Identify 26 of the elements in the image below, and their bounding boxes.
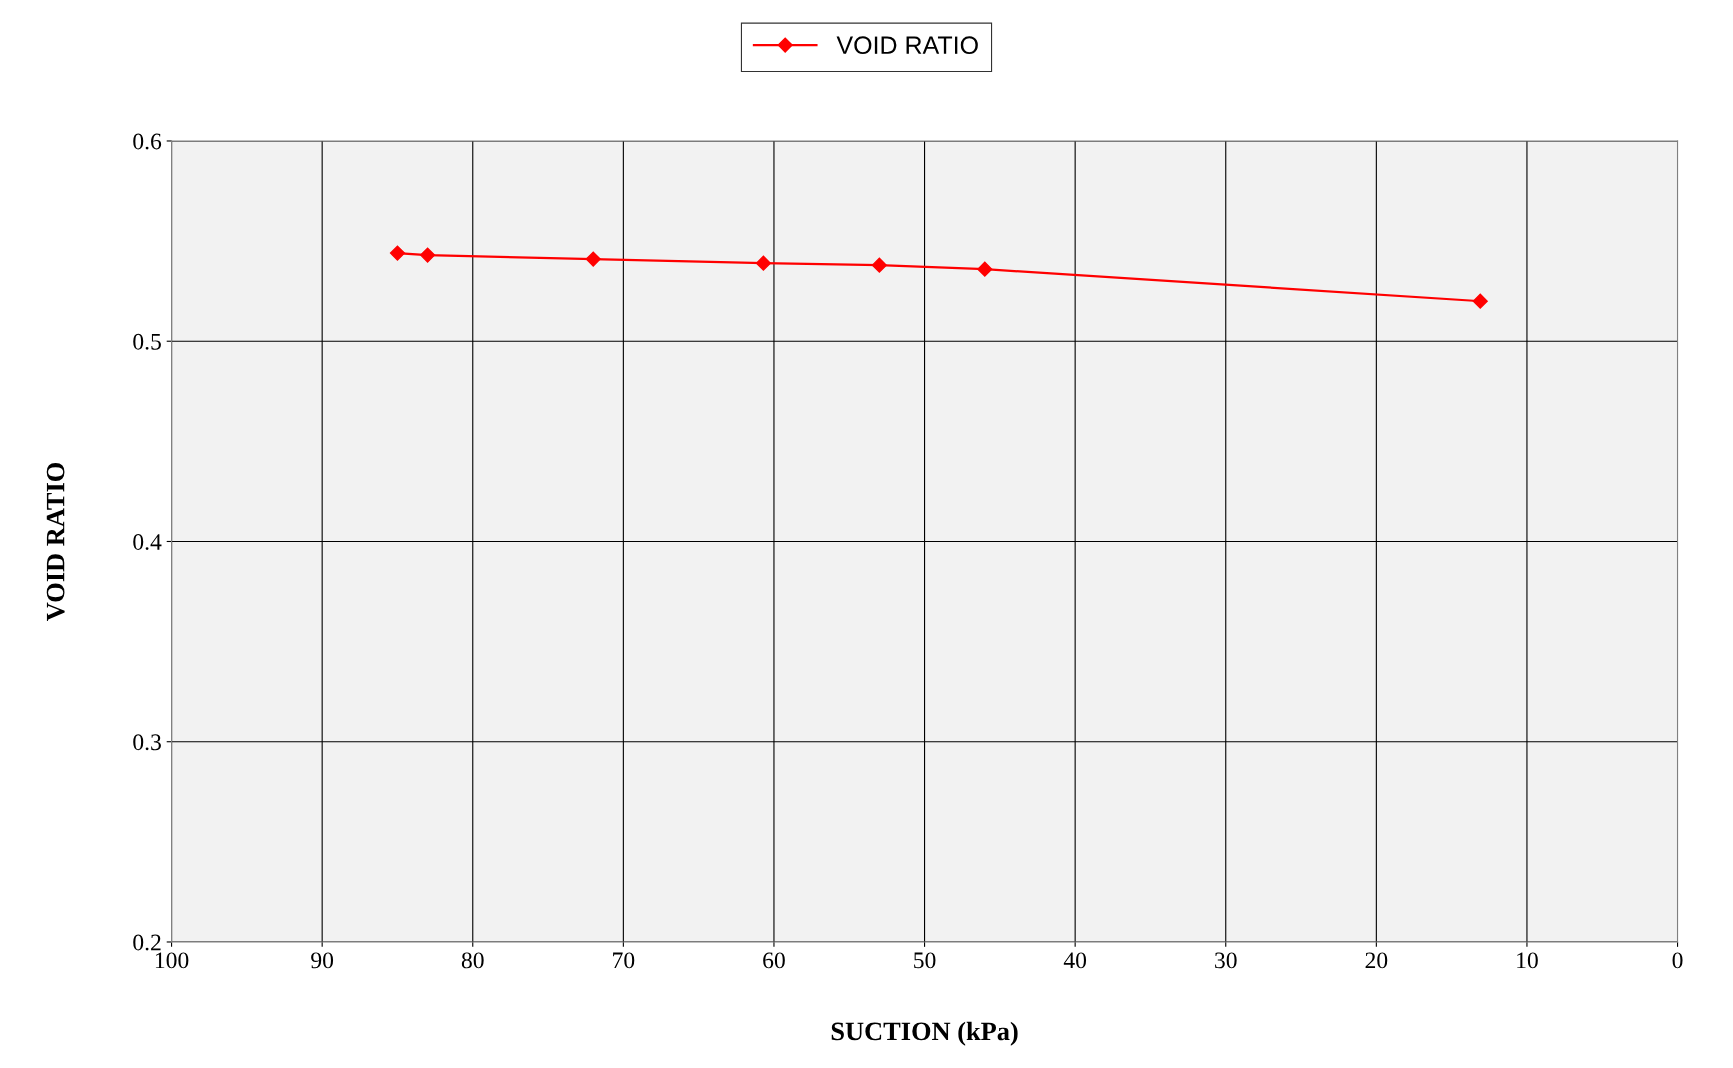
x-tick-label: 100	[155, 952, 189, 969]
point	[755, 255, 771, 271]
y-tick-label: 0.5	[133, 333, 161, 350]
legend-label: VOID RATIO	[836, 36, 978, 55]
x-tick-label: 10	[1517, 952, 1538, 969]
x-tick-label: 40	[1063, 952, 1087, 969]
x-axis-title: SUCTION (kPa)	[831, 1021, 1018, 1046]
y-axis-title: VOID RATIO	[46, 462, 65, 621]
y-tick-label: 0.2	[133, 934, 161, 951]
x-tick-label: 50	[914, 952, 936, 969]
x-tick-label: 70	[613, 952, 635, 969]
y-tick-label: 0.6	[133, 133, 162, 150]
point	[420, 247, 436, 263]
x-tick-label: 30	[1215, 952, 1237, 969]
point	[389, 245, 406, 261]
point	[1472, 293, 1488, 309]
x-tick-label: 20	[1365, 952, 1388, 969]
point	[977, 261, 993, 277]
x-tick-label: 0	[1672, 952, 1683, 969]
point	[871, 257, 887, 273]
y-tick-label: 0.3	[133, 734, 161, 751]
x-tick-label: 80	[461, 952, 484, 969]
point	[585, 251, 601, 267]
y-tick-label: 0.4	[133, 533, 162, 550]
x-tick-label: 90	[311, 952, 334, 969]
x-tick-label: 60	[763, 952, 785, 969]
